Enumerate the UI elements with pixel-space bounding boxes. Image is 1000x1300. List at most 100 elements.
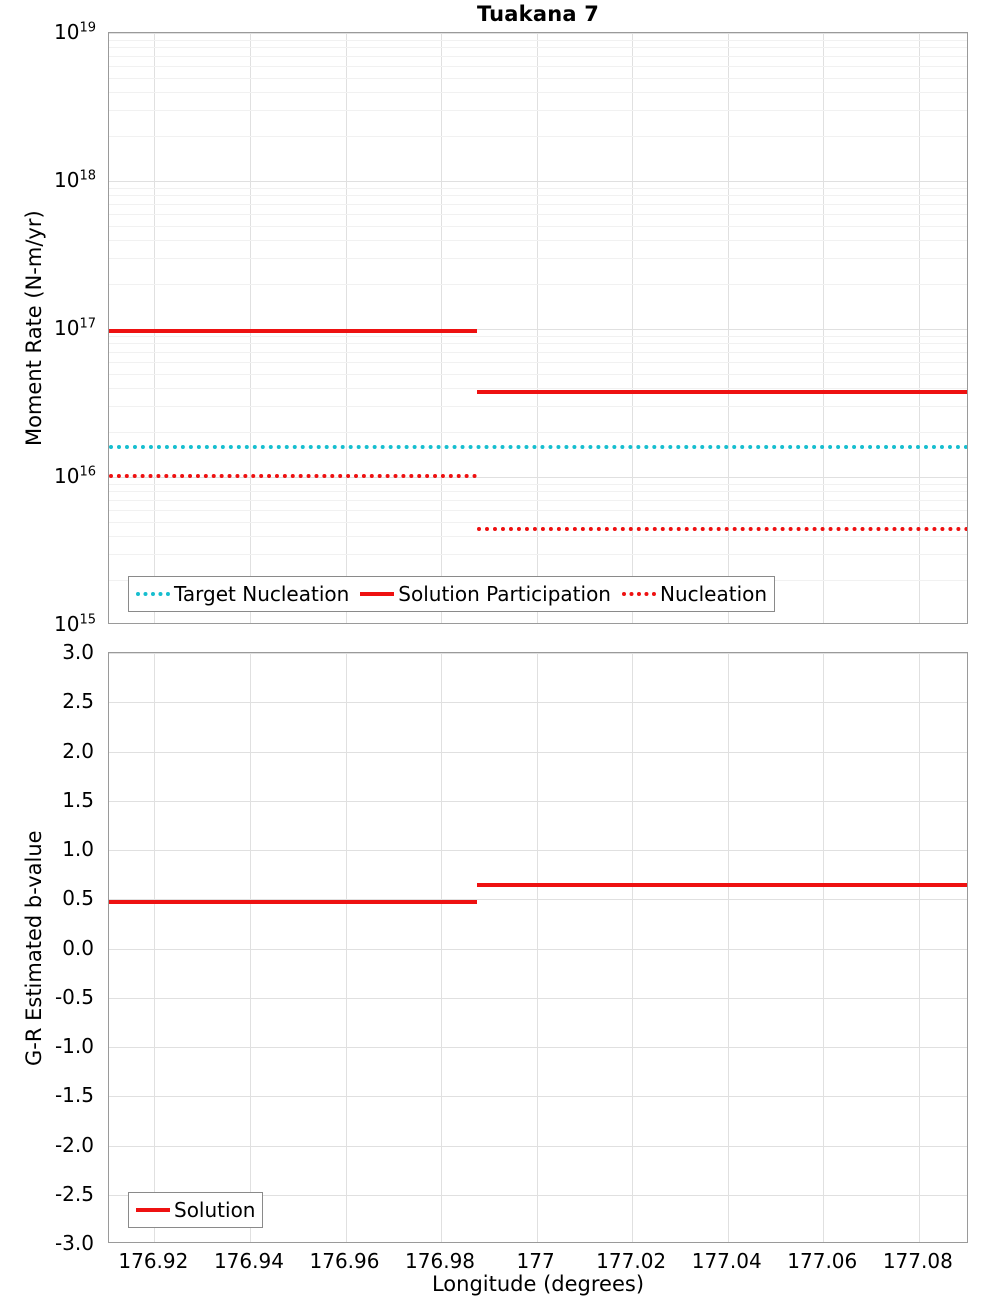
legend-entry[interactable]: Solution Participation (360, 584, 611, 604)
y-tick-label: 1016 (54, 464, 96, 488)
x-axis-label: Longitude (degrees) (431, 1272, 645, 1296)
gridline-vertical (345, 33, 347, 623)
gridline-horizontal (109, 800, 967, 802)
legend-entry[interactable]: Nucleation (621, 582, 768, 606)
gridline-vertical (918, 653, 920, 1242)
gridline-horizontal-minor (109, 91, 967, 93)
gridline-horizontal-minor (109, 343, 967, 345)
gridline-horizontal (109, 948, 967, 950)
moment-rate-legend: Target Nucleation Solution Participation N… (128, 576, 776, 612)
y-tick-label: 2.0 (62, 738, 94, 763)
gridline-vertical (154, 653, 156, 1242)
x-tick-label: 176.96 (309, 1249, 380, 1273)
b-value-y-tick-labels: -3.0 -2.5 -2.0 -1.5 -1.0 -0.5 0.0 0.5 1.0 1.5 2.0 2… (0, 640, 102, 1255)
gridline-horizontal (109, 850, 967, 851)
gridline-horizontal-minor (109, 499, 967, 501)
data-line-solution-participation (109, 329, 477, 333)
gridline-horizontal (109, 181, 967, 182)
gridline-horizontal-minor (109, 521, 967, 523)
y-tick-label: 0.0 (62, 935, 94, 960)
b-value-plot-area (108, 652, 968, 1243)
gridline-horizontal (109, 329, 967, 330)
data-line-solution-participation (476, 390, 967, 395)
legend-entry[interactable]: Target Nucleation (136, 584, 349, 604)
gridline-horizontal (109, 1047, 967, 1048)
gridline-horizontal (109, 751, 967, 753)
gridline-vertical (536, 33, 538, 623)
gridline-horizontal-minor (109, 432, 967, 434)
legend-label: Solution Participation (398, 582, 611, 606)
gridline-horizontal-minor (109, 203, 967, 205)
gridline-horizontal-minor (109, 195, 967, 197)
gridline-vertical (441, 653, 443, 1242)
x-tick-label: 176.94 (213, 1249, 284, 1273)
data-line-solution (476, 883, 967, 888)
gridline-horizontal-minor (109, 554, 967, 556)
gridline-horizontal (109, 653, 967, 654)
gridline-vertical (823, 653, 825, 1242)
legend-swatch-icon (621, 592, 656, 596)
data-line-nucleation (109, 473, 477, 478)
legend-swatch-icon (136, 592, 170, 596)
gridline-vertical (345, 653, 347, 1242)
x-tick-label: 177.08 (882, 1249, 953, 1273)
data-line-solution (109, 900, 477, 905)
gridline-horizontal (109, 1194, 967, 1196)
gridline-vertical (249, 33, 251, 623)
gridline-horizontal-minor (109, 258, 967, 260)
y-tick-label: 1.0 (62, 837, 94, 861)
gridline-horizontal-minor (109, 39, 967, 41)
y-tick-label: -1.5 (54, 1083, 94, 1108)
gridline-vertical (823, 33, 825, 623)
y-tick-label: 3.0 (62, 640, 94, 664)
gridline-vertical (727, 33, 729, 623)
gridline-vertical (632, 653, 634, 1242)
b-value-y-axis-label: G-R Estimated b-value (22, 829, 46, 1066)
gridline-vertical (249, 653, 251, 1242)
y-tick-label: -3.0 (54, 1231, 94, 1255)
x-tick-labels: 176.92 176.94 176.96 176.98 177 177.02 177.04 1… (0, 1249, 1000, 1279)
gridline-horizontal-minor (109, 77, 967, 79)
gridline-horizontal (109, 1096, 967, 1098)
gridline-horizontal (109, 33, 967, 34)
gridline-horizontal-minor (109, 239, 967, 241)
gridline-horizontal-minor (109, 351, 967, 353)
data-line-target-nucleation (109, 444, 967, 449)
gridline-horizontal-minor (109, 47, 967, 49)
gridline-horizontal-minor (109, 136, 967, 138)
y-tick-label: 1018 (54, 168, 96, 192)
x-tick-label: 177.02 (596, 1249, 667, 1273)
gridline-vertical (441, 33, 443, 623)
gridline-horizontal-minor (109, 387, 967, 389)
legend-label: Target Nucleation (174, 582, 350, 606)
gridline-horizontal-minor (109, 284, 967, 286)
gridline-vertical (918, 33, 920, 623)
gridline-horizontal-minor (109, 373, 967, 375)
gridline-horizontal-minor (109, 187, 967, 189)
legend-label: Nucleation (659, 582, 768, 606)
gridline-horizontal (109, 477, 967, 478)
gridline-horizontal-minor (109, 65, 967, 67)
y-tick-label: 1.5 (62, 787, 94, 812)
x-tick-label: 177 (516, 1249, 555, 1273)
gridline-horizontal-minor (109, 55, 967, 57)
moment-rate-y-axis-label: Moment Rate (N-m/yr) (22, 210, 46, 446)
legend-label: Solution (174, 1198, 256, 1222)
x-tick-label: 176.92 (118, 1249, 189, 1273)
data-line-nucleation (476, 526, 967, 531)
y-tick-label: 0.5 (62, 886, 94, 911)
page-title: Tuakana 7 (476, 2, 600, 26)
gridline-horizontal-minor (109, 483, 967, 485)
moment-rate-y-tick-labels: 1015 1016 1017 1018 1019 (0, 20, 102, 636)
moment-rate-plot-area (108, 32, 968, 624)
b-value-legend: Solution (128, 1192, 264, 1228)
y-tick-label: 2.5 (62, 689, 94, 714)
gridline-horizontal-minor (109, 406, 967, 408)
gridline-horizontal-minor (109, 535, 967, 537)
gridline-horizontal (109, 997, 967, 999)
gridline-horizontal-minor (109, 110, 967, 112)
gridline-horizontal-minor (109, 509, 967, 511)
gridline-horizontal (109, 1145, 967, 1147)
legend-entry[interactable]: Solution (136, 1200, 255, 1220)
gridline-horizontal-minor (109, 225, 967, 227)
